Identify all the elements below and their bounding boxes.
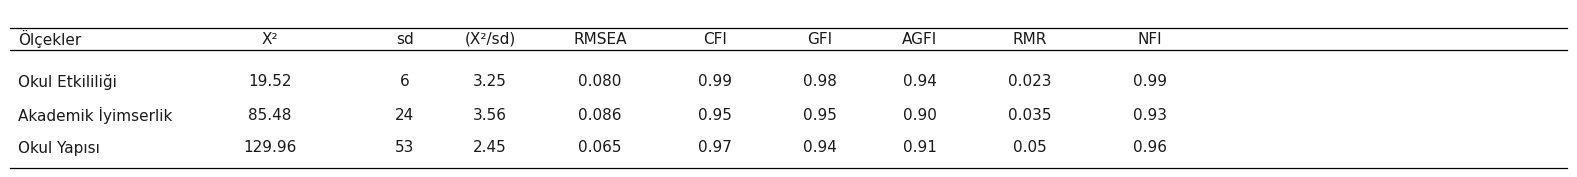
Text: 0.99: 0.99: [1132, 75, 1167, 90]
Text: 0.086: 0.086: [579, 107, 621, 122]
Text: 0.95: 0.95: [699, 107, 732, 122]
Text: 85.48: 85.48: [248, 107, 292, 122]
Text: 0.93: 0.93: [1132, 107, 1167, 122]
Text: sd: sd: [396, 32, 413, 47]
Text: Akademik İyimserlik: Akademik İyimserlik: [17, 107, 172, 124]
Text: 129.96: 129.96: [243, 141, 296, 156]
Text: 0.98: 0.98: [803, 75, 837, 90]
Text: 0.035: 0.035: [1008, 107, 1052, 122]
Text: 0.95: 0.95: [803, 107, 837, 122]
Text: Okul Yapısı: Okul Yapısı: [17, 141, 99, 156]
Text: RMR: RMR: [1012, 32, 1047, 47]
Text: 3.25: 3.25: [473, 75, 506, 90]
Text: 53: 53: [396, 141, 415, 156]
Text: 0.90: 0.90: [904, 107, 937, 122]
Text: Okul Etkililiği: Okul Etkililiği: [17, 74, 117, 90]
Text: 0.96: 0.96: [1132, 141, 1167, 156]
Text: 0.065: 0.065: [579, 141, 621, 156]
Text: 19.52: 19.52: [248, 75, 292, 90]
Text: 0.94: 0.94: [904, 75, 937, 90]
Text: AGFI: AGFI: [902, 32, 938, 47]
Text: 0.91: 0.91: [904, 141, 937, 156]
Text: (X²/sd): (X²/sd): [464, 32, 516, 47]
Text: 2.45: 2.45: [473, 141, 506, 156]
Text: GFI: GFI: [807, 32, 833, 47]
Text: 0.05: 0.05: [1012, 141, 1047, 156]
Text: 0.94: 0.94: [803, 141, 837, 156]
Text: 0.97: 0.97: [699, 141, 732, 156]
Text: 0.080: 0.080: [579, 75, 621, 90]
Text: CFI: CFI: [703, 32, 727, 47]
Text: Ölçekler: Ölçekler: [17, 30, 82, 48]
Text: 0.023: 0.023: [1008, 75, 1052, 90]
Text: 3.56: 3.56: [473, 107, 506, 122]
Text: X²: X²: [262, 32, 278, 47]
Text: 0.99: 0.99: [699, 75, 732, 90]
Text: NFI: NFI: [1137, 32, 1162, 47]
Text: 24: 24: [396, 107, 415, 122]
Text: RMSEA: RMSEA: [574, 32, 626, 47]
Text: 6: 6: [401, 75, 410, 90]
